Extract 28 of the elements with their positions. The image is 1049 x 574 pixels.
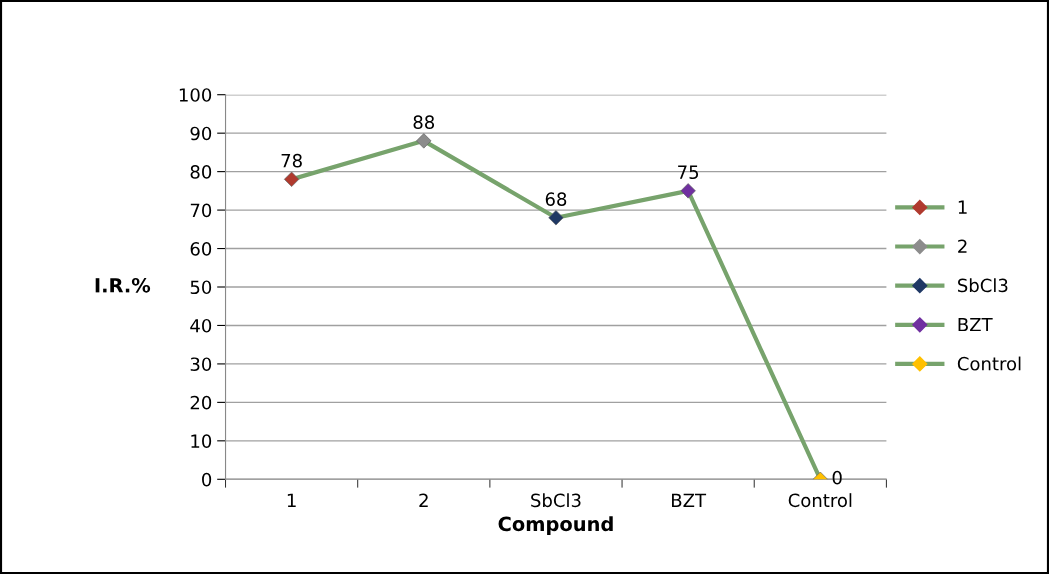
y-tick-label: 50 — [190, 280, 212, 295]
legend-label: BZT — [958, 317, 993, 332]
x-tick-label: 2 — [419, 493, 428, 507]
data-label: 88 — [413, 115, 435, 130]
legend-label: 2 — [958, 239, 967, 253]
data-label: 75 — [678, 165, 699, 180]
x-axis-title: Compound — [498, 516, 613, 536]
data-label: 68 — [545, 192, 567, 206]
y-tick-label: 40 — [190, 318, 212, 333]
y-tick-label: 0 — [202, 472, 212, 487]
legend-label: SbCl3 — [958, 278, 1008, 293]
legend-label: Control — [957, 356, 1021, 371]
y-tick-label: 80 — [190, 165, 212, 179]
x-tick-label: SbCl3 — [531, 493, 581, 508]
y-tick-label: 30 — [190, 357, 212, 372]
y-tick-label: 100 — [179, 88, 212, 102]
y-tick-label: 70 — [190, 203, 212, 218]
x-tick-label: Control — [788, 493, 852, 508]
x-tick-label: 1 — [287, 493, 296, 507]
y-tick-label: 90 — [190, 126, 212, 141]
y-axis-title: I.R.% — [95, 277, 151, 293]
data-label: 78 — [281, 153, 302, 168]
y-tick-label: 60 — [190, 242, 212, 256]
legend-label: 1 — [958, 200, 967, 214]
data-label: 0 — [832, 470, 842, 485]
x-tick-label: BZT — [672, 493, 707, 507]
y-tick-label: 10 — [191, 434, 212, 448]
y-tick-label: 20 — [190, 395, 212, 410]
